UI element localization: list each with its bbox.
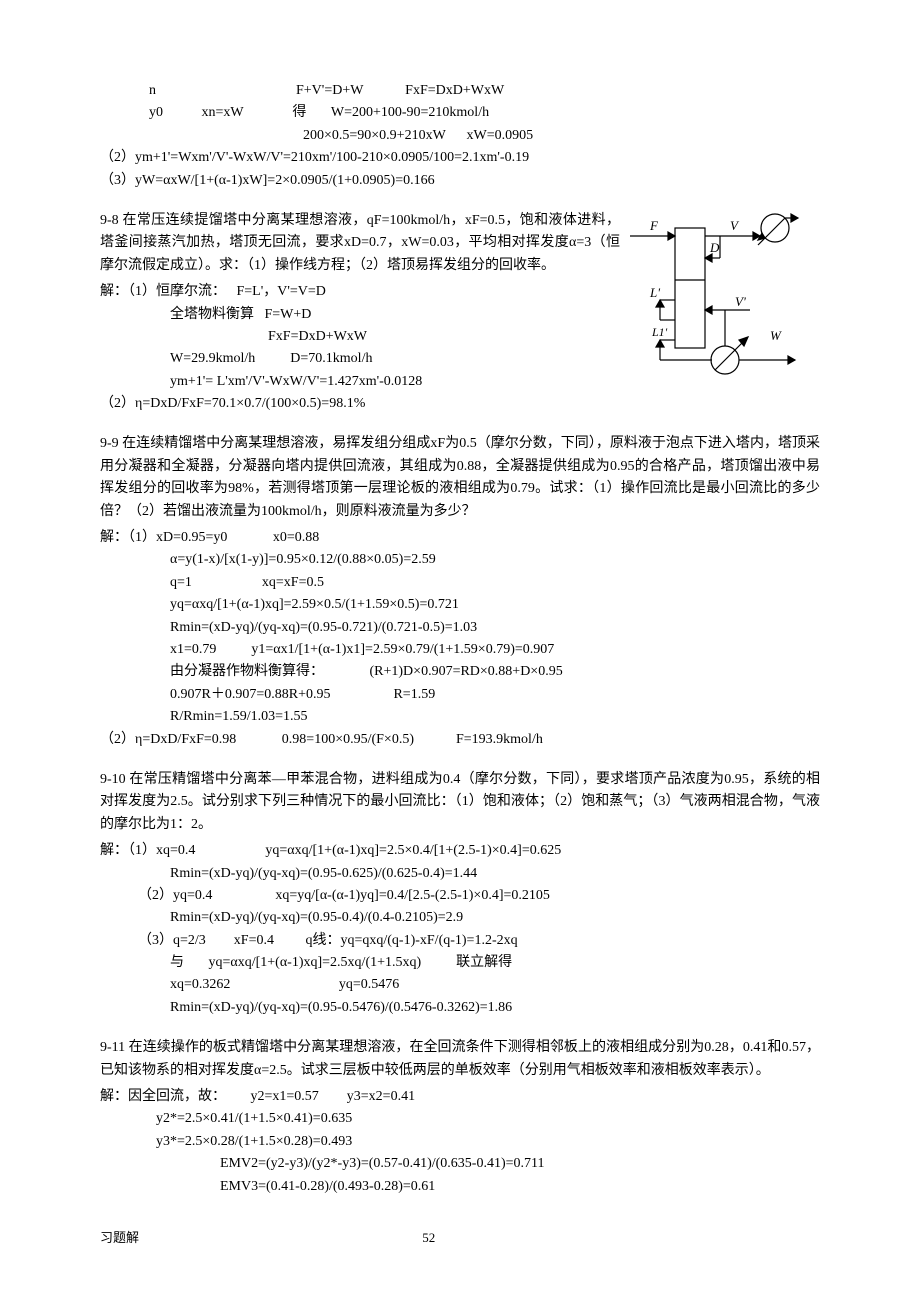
question-text: 9-11 在连续操作的板式精馏塔中分离某理想溶液，在全回流条件下测得相邻板上的液… bbox=[100, 1037, 820, 1082]
solution-line: q=1 xq=xF=0.5 bbox=[100, 572, 820, 594]
problem-9-8: 9-8 在常压连续提馏塔中分离某理想溶液，qF=100kmol/h，xF=0.5… bbox=[100, 210, 820, 416]
eq-line: 200×0.5=90×0.9+210xW xW=0.0905 bbox=[100, 125, 820, 147]
solution-line: y2*=2.5×0.41/(1+1.5×0.41)=0.635 bbox=[100, 1108, 820, 1130]
distillation-diagram: F V D L' V' bbox=[620, 210, 840, 380]
solution-line: R/Rmin=1.59/1.03=1.55 bbox=[100, 706, 820, 728]
solution-line: 解：因全回流，故： y2=x1=0.57 y3=x2=0.41 bbox=[100, 1086, 820, 1108]
solution-line: 0.907R＋0.907=0.88R+0.95 R=1.59 bbox=[100, 684, 820, 706]
solution-line: α=y(1-x)/[x(1-y)]=0.95×0.12/(0.88×0.05)=… bbox=[100, 549, 820, 571]
solution-line: 解：（1）xD=0.95=y0 x0=0.88 bbox=[100, 527, 820, 549]
problem-9-10: 9-10 在常压精馏塔中分离苯—甲苯混合物，进料组成为0.4（摩尔分数，下同），… bbox=[100, 769, 820, 1019]
solution-line: （2）η=DxD/FxF=0.98 0.98=100×0.95/(F×0.5) … bbox=[100, 729, 820, 751]
problem-9-9: 9-9 在连续精馏塔中分离某理想溶液，易挥发组分组成xF为0.5（摩尔分数，下同… bbox=[100, 433, 820, 750]
solution-line: EMV3=(0.41-0.28)/(0.493-0.28)=0.61 bbox=[100, 1176, 820, 1198]
page-footer: 习题解 52 bbox=[100, 1228, 820, 1249]
eq-line: n F+V'=D+W FxF=DxD+WxW bbox=[100, 80, 820, 102]
svg-text:L1': L1' bbox=[651, 325, 668, 339]
solution-line: （2）η=DxD/FxF=70.1×0.7/(100×0.5)=98.1% bbox=[100, 393, 820, 415]
footer-title: 习题解 bbox=[100, 1228, 139, 1249]
svg-text:W: W bbox=[770, 328, 782, 343]
solution-line: Rmin=(xD-yq)/(yq-xq)=(0.95-0.4)/(0.4-0.2… bbox=[100, 907, 820, 929]
svg-text:L': L' bbox=[649, 285, 660, 300]
question-text: 9-9 在连续精馏塔中分离某理想溶液，易挥发组分组成xF为0.5（摩尔分数，下同… bbox=[100, 433, 820, 523]
solution-line: Rmin=(xD-yq)/(yq-xq)=(0.95-0.625)/(0.625… bbox=[100, 863, 820, 885]
solution-line: Rmin=(xD-yq)/(yq-xq)=(0.95-0.5476)/(0.54… bbox=[100, 997, 820, 1019]
problem-top-block: n F+V'=D+W FxF=DxD+WxW y0 xn=xW 得 W=200+… bbox=[100, 80, 820, 192]
solution-line: （2）yq=0.4 xq=yq/[α-(α-1)yq]=0.4/[2.5-(2.… bbox=[100, 885, 820, 907]
solution-line: Rmin=(xD-yq)/(yq-xq)=(0.95-0.721)/(0.721… bbox=[100, 617, 820, 639]
question-text: 9-10 在常压精馏塔中分离苯—甲苯混合物，进料组成为0.4（摩尔分数，下同），… bbox=[100, 769, 820, 836]
svg-text:D: D bbox=[709, 240, 720, 255]
eq-line: （2）ym+1'=Wxm'/V'-WxW/V'=210xm'/100-210×0… bbox=[100, 147, 820, 169]
svg-text:F: F bbox=[649, 218, 659, 233]
solution-line: xq=0.3262 yq=0.5476 bbox=[100, 974, 820, 996]
page-number: 52 bbox=[422, 1228, 435, 1249]
solution-line: 与 yq=αxq/[1+(α-1)xq]=2.5xq/(1+1.5xq) 联立解… bbox=[100, 952, 820, 974]
eq-line: y0 xn=xW 得 W=200+100-90=210kmol/h bbox=[100, 102, 820, 124]
solution-line: EMV2=(y2-y3)/(y2*-y3)=(0.57-0.41)/(0.635… bbox=[100, 1153, 820, 1175]
svg-text:V': V' bbox=[735, 294, 746, 309]
eq-line: （3）yW=αxW/[1+(α-1)xW]=2×0.0905/(1+0.0905… bbox=[100, 170, 820, 192]
solution-line: 解：（1）xq=0.4 yq=αxq/[1+(α-1)xq]=2.5×0.4/[… bbox=[100, 840, 820, 862]
solution-line: yq=αxq/[1+(α-1)xq]=2.59×0.5/(1+1.59×0.5)… bbox=[100, 594, 820, 616]
solution-line: 由分凝器作物料衡算得： (R+1)D×0.907=RD×0.88+D×0.95 bbox=[100, 661, 820, 683]
solution-line: （3）q=2/3 xF=0.4 q线：yq=qxq/(q-1)-xF/(q-1)… bbox=[100, 930, 820, 952]
solution-line: y3*=2.5×0.28/(1+1.5×0.28)=0.493 bbox=[100, 1131, 820, 1153]
problem-9-11: 9-11 在连续操作的板式精馏塔中分离某理想溶液，在全回流条件下测得相邻板上的液… bbox=[100, 1037, 820, 1198]
svg-text:V: V bbox=[730, 218, 740, 233]
solution-line: x1=0.79 y1=αx1/[1+(α-1)x1]=2.59×0.79/(1+… bbox=[100, 639, 820, 661]
